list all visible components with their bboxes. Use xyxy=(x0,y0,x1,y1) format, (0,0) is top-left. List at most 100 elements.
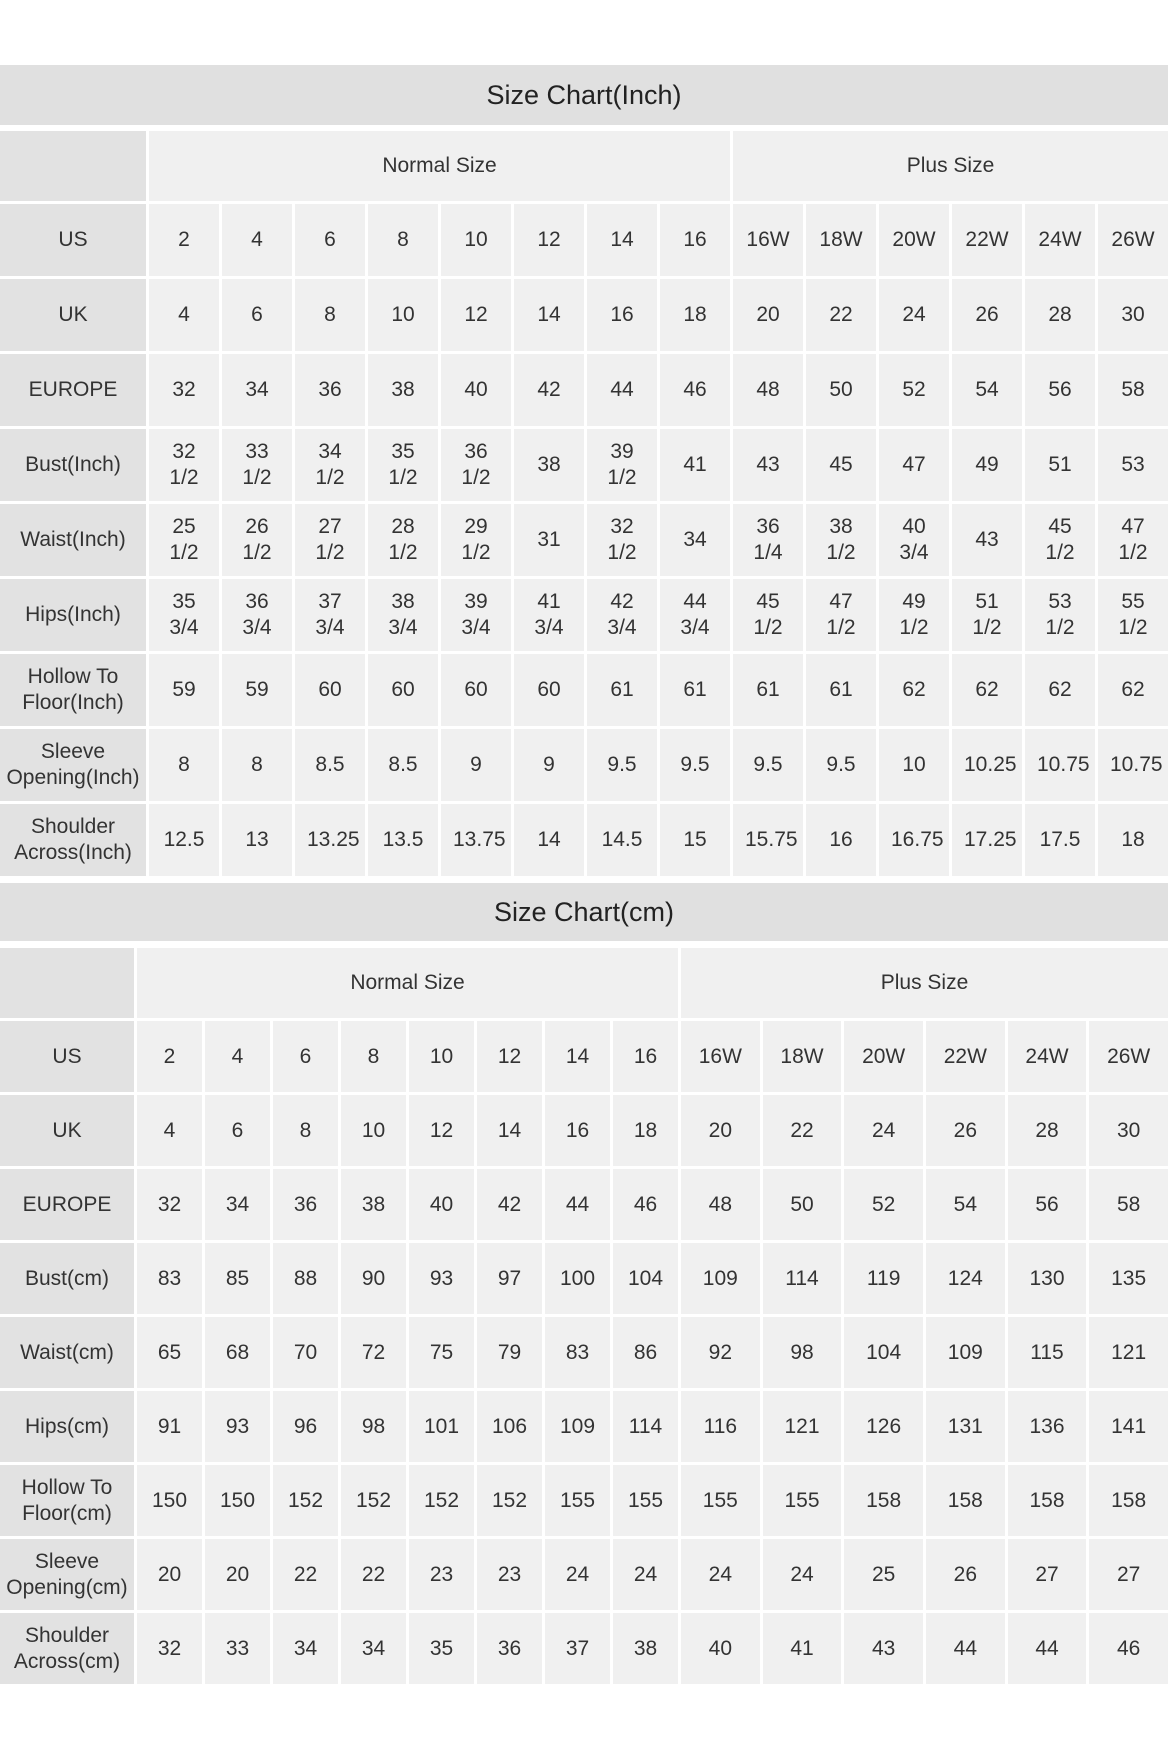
table-cell-text: 158 xyxy=(1111,1488,1147,1512)
table-cell-text: 51 xyxy=(1048,453,1072,476)
table-cell-text: 88 xyxy=(293,1266,318,1290)
table-cell: 16.75 xyxy=(879,804,949,876)
table-cell: 36 xyxy=(477,1613,542,1684)
table-cell-text: 40 xyxy=(464,378,488,401)
table-cell: 40 3/4 xyxy=(879,504,949,576)
table-cell-text: 158 xyxy=(866,1488,902,1512)
inch-chart-title: Size Chart(Inch) xyxy=(0,65,1168,125)
table-cell-text: 14 xyxy=(565,1044,590,1068)
table-cell-text: 38 xyxy=(537,453,561,476)
table-cell-text: 150 xyxy=(219,1488,256,1512)
table-cell-text: 14.5 xyxy=(601,828,643,851)
table-cell: 40 xyxy=(681,1613,760,1684)
table-cell-text: 136 xyxy=(1029,1414,1065,1438)
table-cell-text: 10.25 xyxy=(964,753,1017,776)
table-cell: 12 xyxy=(441,279,511,351)
table-cell-text: 8 xyxy=(397,228,409,251)
table-cell-text: 26 xyxy=(953,1118,977,1142)
table-cell: 49 xyxy=(952,429,1022,501)
table-cell: 155 xyxy=(545,1465,610,1536)
row-label-text: Hollow To Floor(cm) xyxy=(21,1475,113,1525)
table-cell: 43 xyxy=(733,429,803,501)
row-label-text: Shoulder Across(cm) xyxy=(13,1623,121,1673)
table-cell-text: 38 1/2 xyxy=(826,515,856,564)
table-cell-text: 4 xyxy=(163,1118,176,1142)
table-cell: 8.5 xyxy=(295,729,365,801)
table-cell: 91 xyxy=(137,1391,202,1462)
table-cell-text: 9.5 xyxy=(753,753,783,776)
table-cell-text: 83 xyxy=(565,1340,590,1364)
row-label: Sleeve Opening(Inch) xyxy=(0,729,146,801)
table-cell: 13 xyxy=(222,804,292,876)
table-cell-text: 152 xyxy=(491,1488,528,1512)
table-cell: 121 xyxy=(762,1391,842,1462)
table-cell-text: 13 xyxy=(245,828,269,851)
table-cell-text: 114 xyxy=(628,1414,663,1438)
table-cell-text: 41 xyxy=(683,453,707,476)
table-cell-text: 58 xyxy=(1121,378,1145,401)
table-cell: 126 xyxy=(844,1391,923,1462)
table-cell-text: 59 xyxy=(245,678,269,701)
table-cell: 43 xyxy=(844,1613,923,1684)
table-cell-text: 56 xyxy=(1035,1192,1059,1216)
table-cell-text: 50 xyxy=(790,1192,814,1216)
table-cell-text: 46 xyxy=(633,1192,658,1216)
row-label: Waist(Inch) xyxy=(0,504,146,576)
table-cell-text: 15 xyxy=(683,828,707,851)
row-label: Shoulder Across(Inch) xyxy=(0,804,146,876)
row-label-text: Hollow To Floor(Inch) xyxy=(22,665,124,714)
table-cell-text: 33 1/2 xyxy=(242,440,272,489)
table-cell: 56 xyxy=(1025,354,1095,426)
table-cell-text: 14 xyxy=(537,828,561,851)
table-cell: 39 3/4 xyxy=(441,579,511,651)
table-cell: 37 3/4 xyxy=(295,579,365,651)
row-label-text: Bust(Inch) xyxy=(25,453,121,476)
table-cell-text: 158 xyxy=(1029,1488,1065,1512)
table-cell: 109 xyxy=(545,1391,610,1462)
table-cell: 54 xyxy=(925,1169,1005,1240)
table-cell-text: 155 xyxy=(627,1488,664,1512)
table-cell: 70 xyxy=(273,1317,338,1388)
table-cell-text: 15.75 xyxy=(745,828,798,851)
row-label-text: Sleeve Opening(cm) xyxy=(6,1549,128,1599)
table-cell-text: 44 xyxy=(1035,1636,1059,1660)
table-cell: 12 xyxy=(409,1095,474,1166)
group-header-plus: Plus Size xyxy=(733,131,1168,201)
table-cell: 40 xyxy=(441,354,511,426)
table-cell: 46 xyxy=(1089,1613,1168,1684)
row-label: EUROPE xyxy=(0,1169,134,1240)
table-cell-text: 55 1/2 xyxy=(1118,590,1148,639)
table-cell-text: 98 xyxy=(790,1340,814,1364)
table-cell: 62 xyxy=(952,654,1022,726)
table-cell-text: 20W xyxy=(862,1044,906,1068)
table-cell-text: 10 xyxy=(464,228,488,251)
table-cell-text: 158 xyxy=(947,1488,983,1512)
table-cell-text: 32 xyxy=(157,1192,182,1216)
table-cell-text: 56 xyxy=(1048,378,1072,401)
table-cell: 34 xyxy=(273,1613,338,1684)
table-cell: 152 xyxy=(409,1465,474,1536)
table-cell: 24 xyxy=(681,1539,760,1610)
row-label-text: Bust(cm) xyxy=(25,1266,109,1290)
table-cell: 155 xyxy=(681,1465,760,1536)
table-cell-text: 59 xyxy=(172,678,196,701)
table-cell-text: 36 3/4 xyxy=(242,590,272,639)
table-cell-text: 24W xyxy=(1025,1044,1069,1068)
table-cell: 35 1/2 xyxy=(368,429,438,501)
table-cell-text: 83 xyxy=(157,1266,182,1290)
table-cell: 97 xyxy=(477,1243,542,1314)
table-cell-text: 27 xyxy=(1035,1562,1059,1586)
table-cell-text: 20 xyxy=(157,1562,182,1586)
table-cell: 12.5 xyxy=(149,804,219,876)
group-header-plus-text: Plus Size xyxy=(880,971,969,994)
table-cell: 130 xyxy=(1007,1243,1087,1314)
table-cell-text: 135 xyxy=(1111,1266,1147,1290)
table-cell: 34 xyxy=(205,1169,270,1240)
table-cell-text: 97 xyxy=(497,1266,522,1290)
table-cell: 14.5 xyxy=(587,804,657,876)
table-cell-text: 10 xyxy=(391,303,415,326)
table-cell-text: 24W xyxy=(1038,228,1082,251)
table-cell: 8 xyxy=(222,729,292,801)
table-cell: 33 1/2 xyxy=(222,429,292,501)
table-cell: 115 xyxy=(1007,1317,1087,1388)
